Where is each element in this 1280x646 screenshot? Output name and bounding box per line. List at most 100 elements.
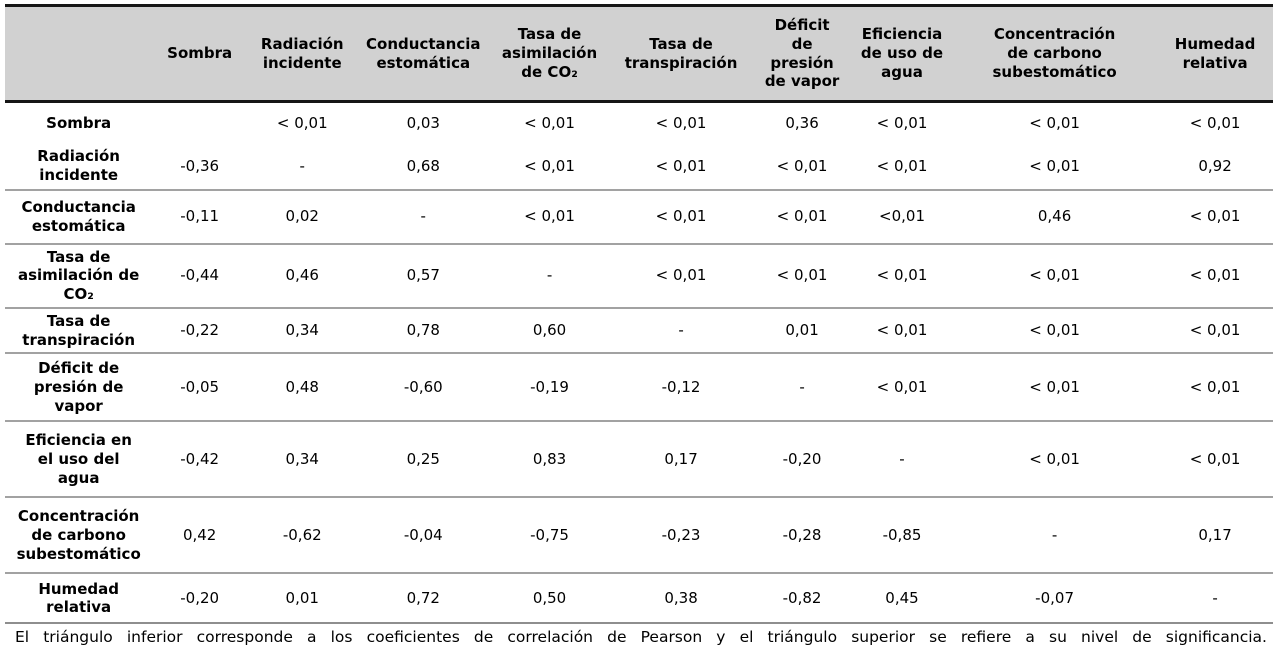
value-cell: < 0,01 [655,266,707,285]
value-cell: -0,44 [180,266,220,285]
value-cell: < 0,01 [1029,113,1080,132]
row-label: Tasa de asimilación de CO₂ [17,247,140,304]
value-cell: 0,48 [285,377,319,396]
correlation-table-container: Sombra Radiación incidente Conductancia es… [5,4,1273,646]
value-cell: -0,60 [403,377,443,396]
value-cell: < 0,01 [1029,156,1080,175]
value-cell: 0,83 [532,449,567,468]
column-header: Humedad relativa [1157,5,1273,103]
column-header: Radiación incidente [247,5,358,103]
value-cell: 0,68 [406,156,440,175]
table-footnote: El triángulo inferior corresponde a los … [15,628,1267,646]
value-cell: 0,01 [285,588,319,607]
value-cell: < 0,01 [655,207,707,226]
column-header: Déficit de presión de vapor [752,5,853,103]
value-cell: < 0,01 [1189,449,1241,468]
value-cell: < 0,01 [1029,377,1080,396]
value-cell: 0,01 [785,321,819,340]
table-header: Sombra Radiación incidente Conductancia es… [5,5,1273,103]
value-cell: 0,50 [532,588,567,607]
correlation-table: Sombra Radiación incidente Conductancia es… [5,4,1273,624]
value-cell: < 0,01 [1189,113,1241,132]
table-row: Conductancia estomática -0,11 0,02 - < 0,01 <… [5,190,1273,244]
value-cell: 0,03 [406,113,440,132]
value-cell: -0,28 [782,525,822,544]
value-cell: 0,46 [1037,207,1072,226]
value-cell: < 0,01 [1029,321,1080,340]
table-row: Concentración de carbono subestomático 0,… [5,497,1273,574]
column-header: Tasa de asimilación de CO₂ [489,5,611,103]
value-cell: < 0,01 [276,113,328,132]
value-cell: < 0,01 [524,207,575,226]
row-label: Concentración de carbono subestomático [16,507,141,563]
column-header: Conductancia estomática [357,5,490,103]
value-cell: < 0,01 [776,266,828,285]
value-cell: 0,25 [406,449,440,468]
value-cell: -0,75 [530,525,569,544]
value-cell: 0,38 [664,588,698,607]
value-cell: 0,36 [785,113,819,132]
value-cell: -0,22 [180,321,220,340]
value-cell [152,102,247,144]
value-cell: -0,82 [782,588,822,607]
value-cell: < 0,01 [1029,449,1080,468]
corner-cell [5,5,153,103]
value-cell: < 0,01 [1029,266,1080,285]
table-row: Humedad relativa -0,20 0,01 0,72 0,50 0,38 -0,… [5,573,1273,624]
value-cell: < 0,01 [524,156,575,175]
value-cell: < 0,01 [876,266,928,285]
value-cell: -0,20 [782,449,822,468]
value-cell: -0,23 [661,525,701,544]
value-cell: < 0,01 [1189,377,1241,396]
row-label: Conductancia estomática [21,197,136,235]
value-cell: < 0,01 [1189,321,1241,340]
value-cell: -0,85 [882,525,922,544]
value-cell: -0,12 [661,377,701,396]
row-label: Déficit de presión de vapor [33,359,124,415]
table-row: Sombra < 0,01 0,03 < 0,01 < 0,01 0,36 < 0,01 < … [5,102,1273,144]
value-cell: -0,04 [403,525,443,544]
value-cell: < 0,01 [1189,266,1241,285]
value-cell: -0,62 [282,525,322,544]
value-cell: 0,17 [664,449,698,468]
row-label: Tasa de transpiración [22,311,136,349]
value-cell: < 0,01 [776,156,828,175]
value-cell: - [546,266,553,285]
value-cell: - [420,207,426,226]
value-cell: < 0,01 [655,113,707,132]
value-cell: 0,02 [285,207,319,226]
value-cell: - [899,449,905,468]
table-row: Tasa de asimilación de CO₂ -0,44 0,46 0,57 -… [5,244,1273,308]
table-row: Radiación incidente -0,36 - 0,68 < 0,01 < 0,0… [5,144,1273,190]
value-cell: 0,57 [406,266,440,285]
value-cell: < 0,01 [876,113,928,132]
table-row: Tasa de transpiración -0,22 0,34 0,78 0,60 - 0… [5,308,1273,354]
column-header: Tasa de transpiración [610,5,753,103]
value-cell: - [1212,588,1218,607]
value-cell: -0,20 [180,588,220,607]
value-cell: -0,07 [1035,588,1074,607]
table-row: Eficiencia en el uso del agua -0,42 0,34 0,… [5,421,1273,498]
table-body: Sombra < 0,01 0,03 < 0,01 < 0,01 0,36 < 0,01 < … [5,102,1273,624]
value-cell: < 0,01 [655,156,707,175]
value-cell: -0,42 [180,449,220,468]
row-label: Eficiencia en el uso del agua [25,431,132,487]
value-cell: < 0,01 [876,156,928,175]
value-cell: 0,60 [532,321,567,340]
value-cell: 0,78 [406,321,440,340]
column-header: Eficiencia de uso de agua [852,5,952,103]
header-row: Sombra Radiación incidente Conductancia es… [5,5,1273,103]
value-cell: < 0,01 [776,207,828,226]
value-cell: < 0,01 [1189,207,1241,226]
value-cell: -0,05 [180,377,220,396]
value-cell: -0,36 [180,156,220,175]
row-label: Radiación incidente [37,147,120,184]
value-cell: 0,92 [1198,156,1232,175]
value-cell: - [678,321,684,340]
value-cell: < 0,01 [876,377,928,396]
value-cell: 0,34 [285,449,319,468]
row-label: Humedad relativa [38,579,119,617]
row-label: Sombra [46,113,112,132]
value-cell: <0,01 [879,207,925,226]
value-cell: 0,17 [1198,525,1232,544]
